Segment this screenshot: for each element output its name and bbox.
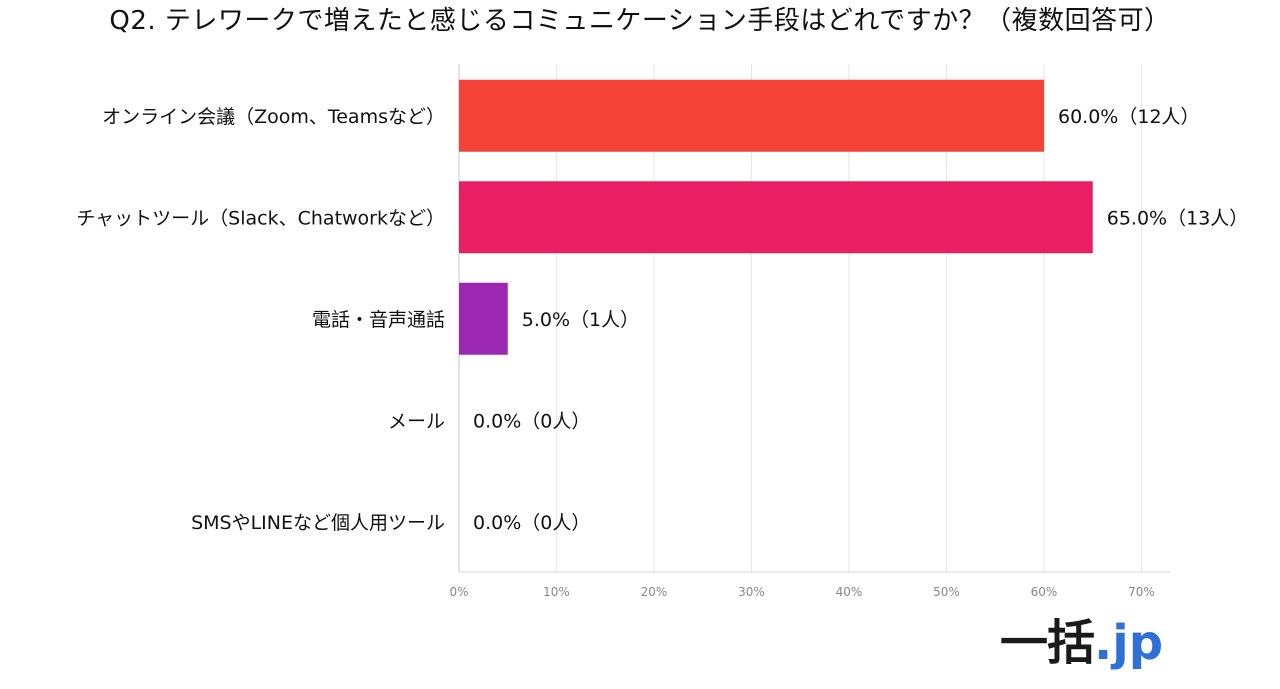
logo-tld: jp bbox=[1112, 615, 1164, 671]
category-label: チャットツール（Slack、Chatworkなど） bbox=[76, 207, 445, 229]
x-tick-label: 30% bbox=[738, 585, 765, 599]
logo-dot: . bbox=[1094, 615, 1113, 671]
bars bbox=[459, 79, 1093, 355]
x-tick-label: 60% bbox=[1031, 585, 1058, 599]
logo-main-text: 一括 bbox=[1000, 615, 1095, 671]
value-label: 0.0%（0人） bbox=[473, 512, 590, 534]
category-label: メール bbox=[388, 410, 445, 432]
chart-title: Q2. テレワークで増えたと感じるコミュニケーション手段はどれですか？（複数回答… bbox=[109, 6, 1171, 36]
x-tick-label: 40% bbox=[836, 585, 863, 599]
x-tick-labels: 0% 10% 20% 30% 40% 50% 60% 70% bbox=[449, 585, 1154, 599]
value-label: 5.0%（1人） bbox=[522, 309, 639, 331]
bar-0 bbox=[459, 79, 1044, 152]
value-label: 65.0%（13人） bbox=[1107, 207, 1249, 229]
x-tick-label: 10% bbox=[543, 585, 570, 599]
category-label: 電話・音声通話 bbox=[312, 309, 445, 331]
ikkatsu-jp-logo: 一括.jp bbox=[1000, 608, 1163, 678]
x-tick-label: 70% bbox=[1128, 585, 1155, 599]
value-label: 0.0%（0人） bbox=[473, 410, 590, 432]
value-labels: 60.0%（12人） 65.0%（13人） 5.0%（1人） 0.0%（0人） 0.0%… bbox=[473, 106, 1248, 534]
bar-2 bbox=[459, 282, 508, 355]
value-label: 60.0%（12人） bbox=[1058, 106, 1200, 128]
category-label: オンライン会議（Zoom、Teamsなど） bbox=[102, 106, 445, 128]
bar-1 bbox=[459, 181, 1093, 254]
x-tick-label: 0% bbox=[449, 585, 468, 599]
category-label: SMSやLINEなど個人用ツール bbox=[191, 512, 445, 534]
category-labels: オンライン会議（Zoom、Teamsなど） チャットツール（Slack、Chatw… bbox=[76, 106, 445, 534]
x-tick-label: 50% bbox=[933, 585, 960, 599]
x-tick-label: 20% bbox=[641, 585, 668, 599]
